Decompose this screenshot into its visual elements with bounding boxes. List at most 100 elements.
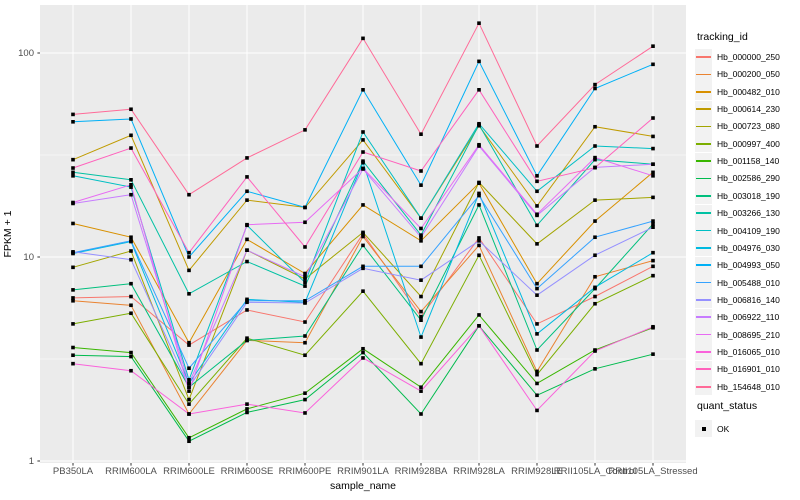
data-point [535, 381, 539, 386]
data-point [535, 174, 539, 178]
y-axis-title: FPKM + 1 [2, 210, 14, 258]
data-point [651, 174, 655, 178]
data-point [245, 308, 249, 312]
data-point [477, 323, 481, 328]
legend-item-Hb_005488_010: Hb_005488_010 [695, 274, 780, 292]
data-point [245, 259, 249, 264]
legend-item-label: Hb_003018_190 [717, 190, 780, 201]
data-point [535, 393, 539, 398]
data-point [187, 439, 191, 444]
data-point [71, 221, 75, 226]
data-point [245, 338, 249, 343]
data-point [535, 408, 539, 413]
data-point [129, 281, 133, 286]
data-point [71, 170, 75, 175]
data-point [361, 264, 365, 269]
data-point [419, 314, 423, 319]
legend-item-label: Hb_000000_250 [717, 52, 780, 62]
legend-key-box [695, 291, 712, 309]
legend-key-box [695, 187, 712, 205]
data-point [129, 146, 133, 150]
data-point [593, 285, 597, 290]
x-tick-label: PB350LA [52, 466, 94, 477]
data-point [303, 334, 307, 338]
legend-item-label: Hb_004109_190 [717, 225, 780, 236]
data-point [651, 116, 655, 120]
legend-line-swatch [696, 142, 711, 145]
legend-key-box [695, 239, 712, 257]
data-point [477, 180, 481, 185]
legend-line-swatch [696, 316, 711, 319]
data-point [477, 243, 481, 248]
data-point [535, 242, 539, 246]
data-point [651, 134, 655, 139]
legend-item-label: Hb_154648_010 [717, 381, 780, 392]
data-point [593, 157, 597, 162]
legend-item-label: Hb_004993_050 [717, 260, 780, 271]
legend-key-box [695, 360, 712, 378]
data-point [535, 293, 539, 297]
legend-title-quant-status: quant_status [697, 400, 758, 412]
data-point [129, 192, 133, 197]
x-tick-label: RRIM928LA [453, 466, 505, 477]
data-point [535, 281, 539, 286]
data-point [245, 410, 249, 415]
data-point [477, 193, 481, 198]
legend-line-swatch [696, 299, 711, 301]
data-point [361, 203, 365, 207]
data-point [187, 268, 191, 273]
data-point [129, 350, 133, 355]
legend-key-box [695, 420, 712, 437]
legend-key-box [695, 169, 712, 187]
data-point [477, 203, 481, 207]
data-point [187, 385, 191, 390]
data-point [361, 243, 365, 248]
data-point [361, 36, 365, 41]
x-tick-label: RRIM928BA [394, 466, 448, 477]
data-point [245, 189, 249, 194]
data-point [361, 289, 365, 293]
data-point [419, 169, 423, 173]
x-tick-label: RRII105LA_Stressed [608, 466, 698, 477]
legend-line-swatch [696, 351, 711, 353]
legend-item-Hb_016901_010: Hb_016901_010 [695, 360, 780, 378]
legend-line-swatch [696, 264, 711, 267]
data-point [361, 130, 365, 134]
data-point [651, 146, 655, 151]
data-point [187, 366, 191, 371]
data-point [477, 191, 481, 196]
legend-key-box [695, 83, 712, 101]
data-point [71, 296, 75, 300]
data-point [71, 361, 75, 366]
data-point [593, 294, 597, 299]
legend-key-box [695, 204, 712, 222]
legend-item-label: Hb_000200_050 [717, 69, 780, 80]
y-tick-label: 100 [18, 47, 34, 59]
legend-key-box [695, 274, 712, 292]
data-point [303, 320, 307, 324]
legend-title-tracking-id: tracking_id [697, 31, 748, 43]
data-point [245, 248, 249, 252]
data-point [129, 182, 133, 187]
data-point [419, 226, 423, 231]
data-point [303, 391, 307, 395]
data-point [419, 318, 423, 322]
data-point [245, 407, 249, 411]
data-point [129, 249, 133, 253]
legend-key-box [695, 378, 712, 396]
legend-line-swatch [696, 177, 711, 180]
data-point [187, 412, 191, 416]
legend-item-Hb_000614_230: Hb_000614_230 [695, 100, 780, 118]
data-point [535, 144, 539, 148]
legend-item-label: Hb_000723_080 [717, 121, 780, 132]
data-point [361, 266, 365, 271]
data-point [535, 372, 539, 377]
data-point [419, 278, 423, 282]
data-point [303, 128, 307, 132]
legend-line-swatch [696, 368, 711, 371]
data-point [303, 284, 307, 288]
data-point [129, 311, 133, 316]
data-point [245, 156, 249, 160]
data-point [187, 250, 191, 255]
